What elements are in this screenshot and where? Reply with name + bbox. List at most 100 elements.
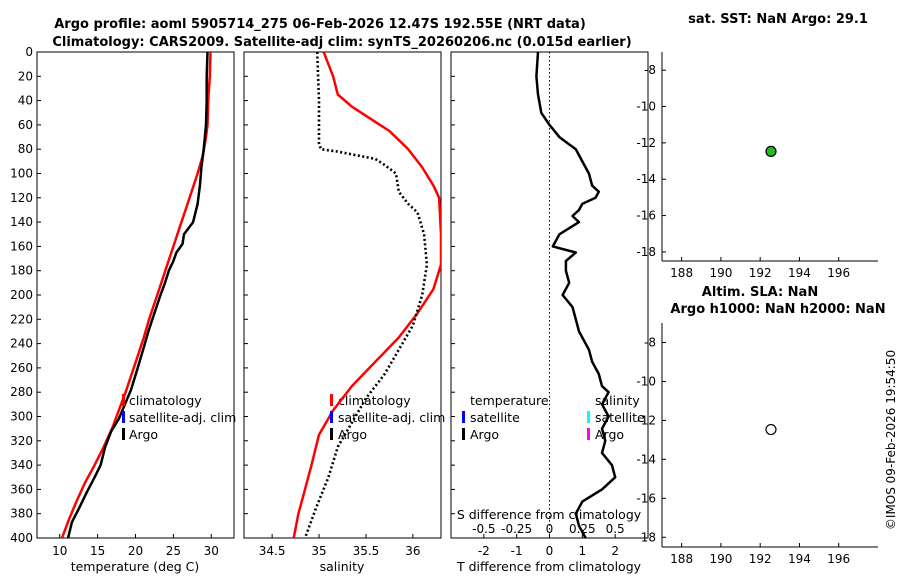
legend-swatch-climatology [122, 394, 125, 406]
y-tick-label: 80 [18, 142, 33, 156]
top-tick-label: 0 [546, 522, 554, 536]
difference-xlabel: T difference from climatology [456, 559, 642, 574]
x-tick-label: 20 [128, 544, 143, 558]
y-tick-label: 260 [10, 361, 33, 375]
figure-title-line2: Climatology: CARS2009. Satellite-adj cli… [52, 35, 631, 50]
y-tick-label: 40 [18, 94, 33, 108]
legend-satellite: satellite-adj. clim [129, 410, 236, 425]
y-tick-label: 300 [10, 410, 33, 424]
sla-map-panel: Altim. SLA: NaN Argo h1000: NaN h2000: N… [636, 285, 885, 566]
legend-swatch-temperature-satellite [462, 411, 465, 423]
y-tick-label: -10 [636, 100, 656, 114]
x-tick-label: -1 [511, 544, 523, 558]
sla-title-line1: Altim. SLA: NaN [702, 285, 818, 300]
x-tick-label: 196 [827, 266, 850, 280]
x-tick-label: 194 [788, 552, 811, 566]
legend-argo: Argo [129, 427, 158, 442]
top-tick-label: 0.25 [569, 522, 596, 536]
x-tick-label: 2 [611, 544, 619, 558]
top-tick-label: -0.5 [472, 522, 495, 536]
legend-swatch-argo [122, 428, 125, 440]
y-tick-label: 60 [18, 118, 33, 132]
temperature-panel: temperature (deg C) climatology satellit… [10, 45, 236, 574]
y-tick-label: -18 [636, 530, 656, 544]
x-tick-label: 35 [311, 544, 326, 558]
y-tick-label: 0 [25, 45, 33, 59]
x-tick-label: 1 [579, 544, 587, 558]
legend-swatch-satellite [122, 411, 125, 423]
y-tick-label: 360 [10, 482, 33, 496]
y-tick-label: -16 [636, 491, 656, 505]
difference-panel: T difference from climatology S differen… [450, 51, 649, 574]
legend-climatology: climatology [338, 393, 411, 408]
x-tick-label: 25 [166, 544, 181, 558]
y-tick-label: 380 [10, 507, 33, 521]
figure-title-line1: Argo profile: aoml 5905714_275 06-Feb-20… [54, 17, 586, 32]
y-tick-label: 100 [10, 167, 33, 181]
y-tick-label: -8 [644, 63, 656, 77]
legend-swatch-salinity-satellite [587, 411, 590, 423]
y-tick-label: 340 [10, 458, 33, 472]
x-tick-label: 15 [90, 544, 105, 558]
legend-swatch-argo [330, 428, 333, 440]
y-tick-label: -14 [636, 452, 656, 466]
legend-swatch-satellite [330, 411, 333, 423]
temperature-xlabel: temperature (deg C) [71, 559, 200, 574]
y-tick-label: 320 [10, 434, 33, 448]
legend-temperature-satellite: satellite [470, 410, 520, 425]
x-tick-label: 30 [204, 544, 219, 558]
series-climatology [292, 52, 441, 538]
x-tick-label: 35.5 [353, 544, 380, 558]
legend-satellite: satellite-adj. clim [338, 410, 445, 425]
y-tick-label: 400 [10, 531, 33, 545]
axes-frame [243, 51, 442, 539]
x-tick-label: 188 [670, 266, 693, 280]
sla-title-line2: Argo h1000: NaN h2000: NaN [670, 302, 885, 317]
y-tick-label: -10 [636, 374, 656, 388]
top-tick-label: 0.5 [606, 522, 625, 536]
legend-temperature-argo: Argo [470, 427, 499, 442]
legend-argo: Argo [338, 427, 367, 442]
series-climatology [60, 52, 212, 538]
x-tick-label: 190 [709, 552, 732, 566]
y-tick-label: 240 [10, 337, 33, 351]
axes-frame [36, 51, 235, 539]
y-tick-label: -12 [636, 413, 656, 427]
y-tick-label: -18 [636, 245, 656, 259]
y-tick-label: -16 [636, 209, 656, 223]
x-tick-label: 196 [827, 552, 850, 566]
difference-top-label: S difference from climatology [457, 507, 642, 522]
legend-temperature-heading: temperature [470, 393, 549, 408]
profile-location-marker [765, 145, 777, 158]
y-tick-label: 140 [10, 215, 33, 229]
x-tick-label: 0 [546, 544, 554, 558]
y-tick-label: -8 [644, 335, 656, 349]
top-tick-label: -0.25 [501, 522, 532, 536]
legend-swatch-temperature-argo [462, 428, 465, 440]
x-tick-label: 34.5 [259, 544, 286, 558]
x-tick-label: 194 [788, 266, 811, 280]
x-tick-label: 10 [52, 544, 67, 558]
y-tick-label: 160 [10, 239, 33, 253]
salinity-panel: salinity climatology satellite-adj. clim… [243, 51, 445, 574]
y-tick-label: -14 [636, 172, 656, 186]
series-t-difference [535, 52, 617, 538]
sst-map-panel: sat. SST: NaN Argo: 29.1 -8 -10 -12 -14 -16 -… [636, 12, 878, 280]
y-tick-label: -12 [636, 136, 656, 150]
salinity-xlabel: salinity [320, 559, 365, 574]
y-tick-label: 20 [18, 69, 33, 83]
sst-title: sat. SST: NaN Argo: 29.1 [688, 12, 868, 27]
x-tick-label: 188 [670, 552, 693, 566]
x-tick-label: 190 [709, 266, 732, 280]
y-tick-label: 220 [10, 312, 33, 326]
series-argo [303, 52, 429, 538]
legend-salinity-argo: Argo [595, 427, 624, 442]
profile-location-marker [765, 423, 777, 436]
legend-climatology: climatology [129, 393, 202, 408]
x-tick-label: 192 [749, 552, 772, 566]
legend-swatch-climatology [330, 394, 333, 406]
watermark: ©IMOS 09-Feb-2026 19:54:50 [884, 350, 898, 530]
x-tick-label: 36 [405, 544, 420, 558]
y-tick-label: 280 [10, 385, 33, 399]
